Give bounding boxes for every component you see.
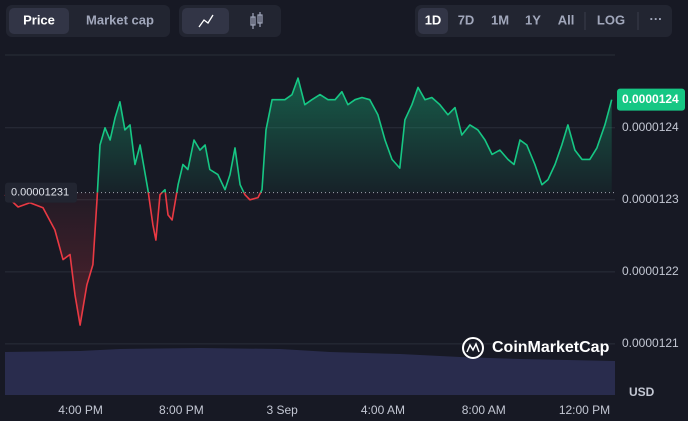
watermark-text: CoinMarketCap xyxy=(492,339,610,356)
log-button[interactable]: LOG xyxy=(597,12,625,27)
line-icon xyxy=(198,14,214,28)
watermark: CoinMarketCap xyxy=(462,337,610,359)
range-button[interactable]: 1Y xyxy=(525,12,541,27)
tab-market-cap[interactable]: Market cap xyxy=(86,12,154,27)
area-fill xyxy=(5,78,612,326)
volume-area xyxy=(5,348,615,395)
more-button[interactable]: ··· xyxy=(650,11,663,26)
range-button[interactable]: 1M xyxy=(491,12,509,27)
y-tick-label: 0.0000123 xyxy=(622,192,679,206)
tab-price[interactable]: Price xyxy=(23,12,55,27)
candle-icon[interactable] xyxy=(250,12,263,29)
x-tick-label: 3 Sep xyxy=(266,403,298,417)
price-tag: 0.0000124 xyxy=(622,92,679,106)
y-tick-label: 0.0000122 xyxy=(622,264,679,278)
range-button[interactable]: 7D xyxy=(458,12,475,27)
x-tick-label: 4:00 AM xyxy=(361,403,405,417)
x-tick-label: 8:00 AM xyxy=(462,403,506,417)
baseline-tag-bg xyxy=(5,182,77,203)
range-button[interactable]: 1D xyxy=(425,12,442,27)
tab-active xyxy=(9,8,69,34)
range-group xyxy=(415,5,672,37)
x-tick-label: 8:00 PM xyxy=(159,403,204,417)
y-unit: USD xyxy=(629,385,655,399)
baseline-label: 0.00001231 xyxy=(11,186,69,198)
range-button[interactable]: All xyxy=(558,12,575,27)
range-active xyxy=(418,8,448,34)
y-tick-label: 0.0000121 xyxy=(622,336,679,350)
price-tag-bg xyxy=(617,88,685,111)
y-tick-label: 0.0000124 xyxy=(622,120,679,134)
x-tick-label: 4:00 PM xyxy=(58,403,103,417)
x-tick-label: 12:00 PM xyxy=(559,403,610,417)
price-line xyxy=(4,77,613,326)
